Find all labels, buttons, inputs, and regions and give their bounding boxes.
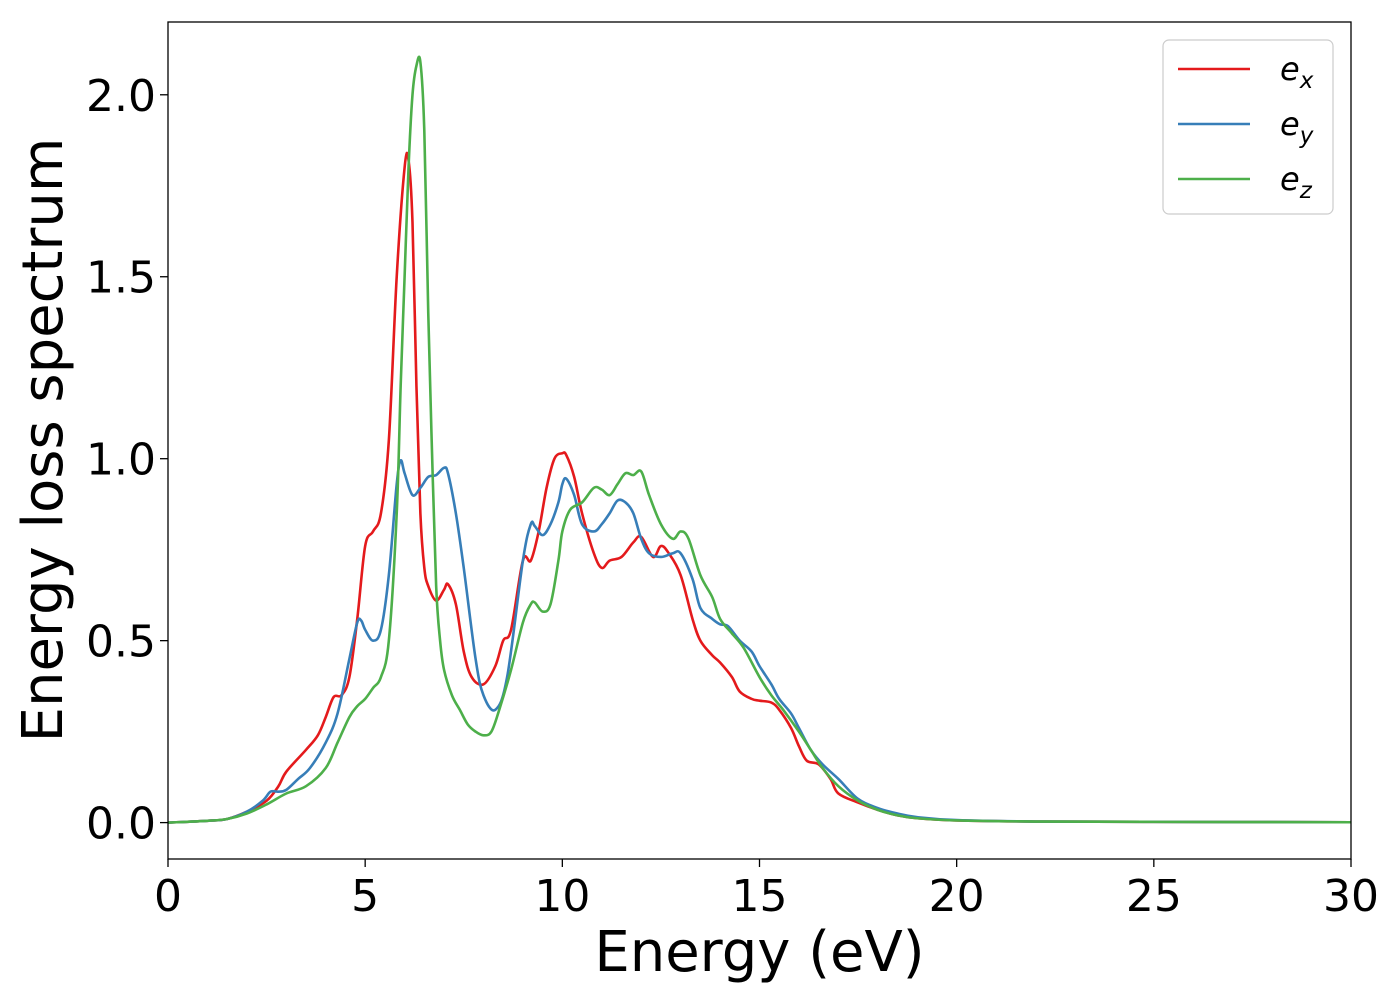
series-line-ez <box>168 55 1351 824</box>
legend-label-ex: ex <box>1280 50 1314 94</box>
y-tick-label: 1.5 <box>86 253 156 304</box>
series-layer <box>168 55 1351 824</box>
y-axis-title: Energy loss spectrum <box>11 138 76 743</box>
x-tick-label: 25 <box>1126 871 1182 922</box>
x-tick-label: 10 <box>534 871 590 922</box>
x-tick-label: 0 <box>154 871 182 922</box>
legend-box <box>1162 39 1334 215</box>
x-axis-title: Energy (eV) <box>594 920 924 985</box>
series-line-ey <box>168 458 1351 824</box>
series-line-ex <box>168 151 1351 824</box>
legend-label-ey: ey <box>1280 105 1314 149</box>
x-axis-ticks: 0 5 10 15 20 25 30 <box>154 859 1379 922</box>
x-tick-label: 15 <box>732 871 788 922</box>
y-axis-ticks: 0.0 0.5 1.0 1.5 2.0 <box>86 71 168 850</box>
y-tick-label: 1.0 <box>86 435 156 486</box>
y-tick-label: 2.0 <box>86 71 156 122</box>
x-tick-label: 5 <box>351 871 379 922</box>
y-tick-label: 0.5 <box>86 617 156 668</box>
y-tick-label: 0.0 <box>86 799 156 850</box>
x-tick-label: 20 <box>929 871 985 922</box>
x-tick-label: 30 <box>1323 871 1379 922</box>
